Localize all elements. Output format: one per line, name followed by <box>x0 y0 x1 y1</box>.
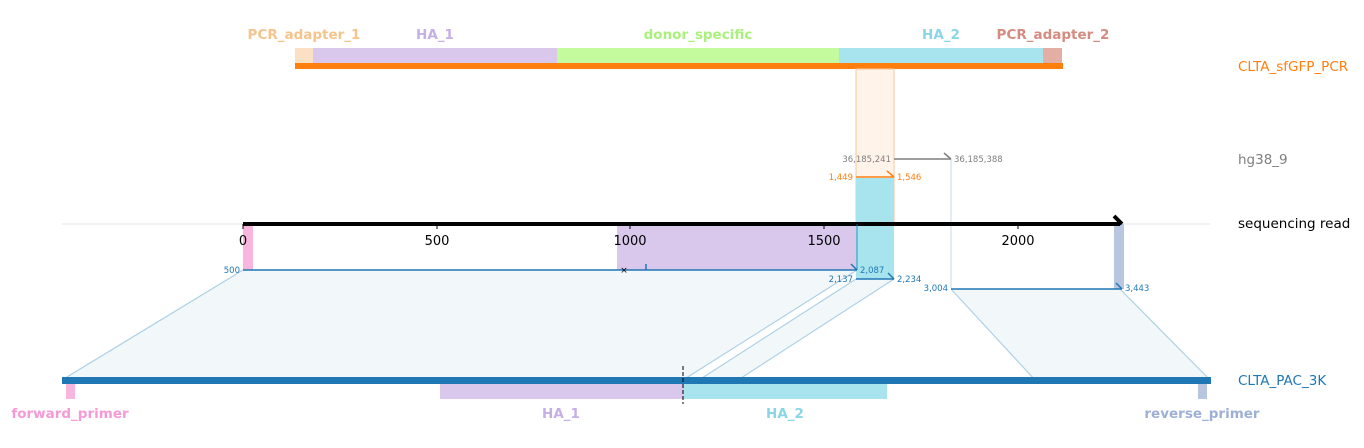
pcr-feature-label-ha-1: HA_1 <box>416 27 454 43</box>
read-tick-label: 0 <box>239 234 247 249</box>
read-tick-label: 500 <box>425 234 450 249</box>
plasmid-projection-left-edge <box>61 269 244 381</box>
plasmid-mismatch-marker: × <box>620 266 628 276</box>
plasmid-feature-label-reverse-primer: reverse_primer <box>1144 406 1260 422</box>
plasmid-projection-left <box>62 270 857 380</box>
read-reference: 0 500 1000 1500 2000 sequencing read <box>62 178 1350 289</box>
plasmid-c-start-coordinate: 3,004 <box>924 284 948 294</box>
plasmid-reference-name: CLTA_PAC_3K <box>1238 373 1327 389</box>
read-tick-label: 1000 <box>613 234 646 249</box>
plasmid-projection-right <box>951 289 1210 380</box>
pcr-reference-line <box>295 63 1063 69</box>
pcr-alignment-arrowhead <box>886 170 895 178</box>
read-feature-ha-1 <box>617 224 857 270</box>
pcr-feature-label-donor-specific: donor_specific <box>644 27 753 43</box>
plasmid-projection-right-edge <box>950 288 1036 381</box>
pcr-feature-block-pcr-adapter-2 <box>1043 48 1062 64</box>
pcr-end-coordinate: 1,546 <box>897 173 921 183</box>
pcr-feature-block-ha-2 <box>839 48 1043 64</box>
pcr-feature-label-ha-2: HA_2 <box>922 27 960 43</box>
plasmid-projection-middle-edge <box>698 278 857 381</box>
plasmid-feature-block-reverse-primer <box>1198 383 1207 399</box>
pcr-feature-block-pcr-adapter-1 <box>295 48 313 64</box>
plasmid-a-end-coordinate: 2,087 <box>860 266 884 276</box>
genome-alignment-arrowhead <box>943 152 952 160</box>
plasmid-reference-line <box>62 377 1211 384</box>
plasmid-feature-block-forward-primer <box>66 383 75 399</box>
read-feature-ha-2 <box>856 178 894 279</box>
read-feature-forward-primer <box>243 224 253 270</box>
plasmid-b-end-coordinate: 2,234 <box>897 275 921 285</box>
plasmid-alignment-a-arrowhead <box>850 263 858 271</box>
plasmid-alignment-b-arrowhead <box>887 272 895 280</box>
read-reference-name: sequencing read <box>1238 216 1350 232</box>
plasmid-feature-label-ha-1: HA_1 <box>542 406 580 422</box>
plasmid-projection-middle <box>699 279 894 380</box>
pcr-feature-block-donor-specific <box>557 48 839 64</box>
read-tick-label: 1500 <box>807 234 840 249</box>
genome-reference-name: hg38_9 <box>1238 152 1288 168</box>
pcr-feature-label-pcr-adapter-2: PCR_adapter_2 <box>997 27 1110 43</box>
plasmid-feature-label-ha-2: HA_2 <box>766 406 804 422</box>
plasmid-reference: forward_primer HA_1 HA_2 reverse_primer … <box>11 366 1327 422</box>
read-arrowhead <box>1112 214 1124 226</box>
plasmid-projection-left-edge-2 <box>682 269 858 381</box>
pcr-reference-name: CLTA_sfGFP_PCR <box>1238 59 1348 75</box>
pcr-feature-label-pcr-adapter-1: PCR_adapter_1 <box>248 27 361 43</box>
plasmid-alignment-c-arrowhead <box>1115 282 1123 290</box>
plasmid-feature-block-ha-2 <box>683 383 887 399</box>
plasmid-projections <box>61 269 1211 381</box>
plasmid-c-end-coordinate: 3,443 <box>1125 284 1149 294</box>
plasmid-feature-block-ha-1 <box>440 383 683 399</box>
plasmid-projection-right-edge-2 <box>1119 288 1211 381</box>
pcr-reference: PCR_adapter_1 HA_1 donor_specific HA_2 P… <box>248 27 1349 75</box>
plasmid-b-start-coordinate: 2,137 <box>829 275 853 285</box>
plasmid-alignments: × 500 2,087 2,137 2,234 3,004 3,443 <box>224 224 1149 294</box>
genome-reference: 36,185,241 36,185,388 1,449 1,546 hg38_9 <box>829 68 1288 288</box>
pcr-start-coordinate: 1,449 <box>829 173 853 183</box>
plasmid-feature-label-forward-primer: forward_primer <box>11 406 129 422</box>
pcr-feature-block-ha-1 <box>313 48 557 64</box>
genome-end-coordinate: 36,185,388 <box>954 155 1003 165</box>
read-tick-label: 2000 <box>1001 234 1034 249</box>
genome-start-coordinate: 36,185,241 <box>842 155 891 165</box>
read-feature-reverse-primer <box>1114 224 1124 289</box>
plasmid-projection-middle-edge-2 <box>737 278 895 381</box>
plasmid-a-start-coordinate: 500 <box>224 266 240 276</box>
